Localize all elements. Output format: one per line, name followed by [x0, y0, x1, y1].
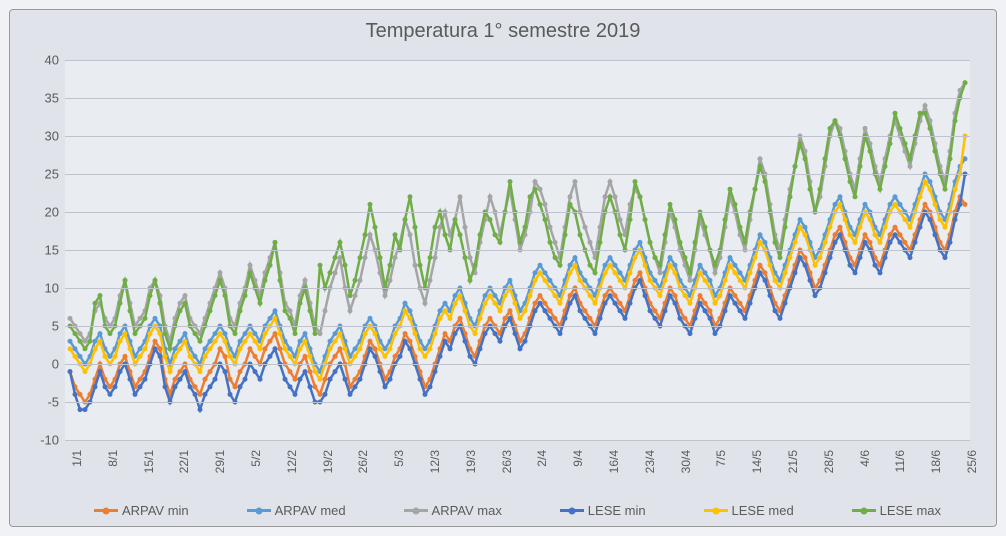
legend-label: LESE min — [588, 503, 646, 518]
legend-line-icon — [94, 509, 118, 512]
legend-label: LESE med — [732, 503, 794, 518]
legend-line-icon — [704, 509, 728, 512]
x-tick-label: 26/3 — [500, 450, 514, 473]
x-tick-label: 19/2 — [321, 450, 335, 473]
grid-line — [65, 136, 970, 137]
x-tick-label: 29/1 — [213, 450, 227, 473]
legend-dot-icon — [712, 507, 719, 514]
chart-container: Temperatura 1° semestre 2019 -10-5051015… — [9, 9, 997, 527]
legend-dot-icon — [860, 507, 867, 514]
x-tick-label: 5/3 — [392, 450, 406, 467]
y-tick-label: 30 — [45, 129, 59, 144]
y-tick-label: 35 — [45, 91, 59, 106]
x-tick-label: 26/2 — [356, 450, 370, 473]
legend-dot-icon — [102, 507, 109, 514]
legend-item: LESE med — [704, 503, 794, 518]
x-tick-label: 1/1 — [70, 450, 84, 467]
y-tick-label: 20 — [45, 205, 59, 220]
legend-label: ARPAV max — [432, 503, 502, 518]
legend-line-icon — [404, 509, 428, 512]
x-tick-label: 15/1 — [142, 450, 156, 473]
x-tick-label: 16/4 — [607, 450, 621, 473]
x-tick-label: 22/1 — [177, 450, 191, 473]
y-tick-label: 40 — [45, 53, 59, 68]
y-tick-label: -5 — [47, 395, 59, 410]
y-tick-label: 5 — [52, 319, 59, 334]
x-tick-label: 12/3 — [428, 450, 442, 473]
y-tick-label: 10 — [45, 281, 59, 296]
series-line — [70, 174, 965, 410]
legend-item: LESE min — [560, 503, 646, 518]
y-tick-label: 25 — [45, 167, 59, 182]
series-markers — [68, 172, 968, 413]
x-tick-label: 8/1 — [106, 450, 120, 467]
x-tick-label: 4/6 — [858, 450, 872, 467]
grid-line — [65, 402, 970, 403]
grid-line — [65, 212, 970, 213]
legend-dot-icon — [568, 507, 575, 514]
y-tick-label: 0 — [52, 357, 59, 372]
grid-line — [65, 440, 970, 441]
y-tick-label: -10 — [40, 433, 59, 448]
grid-line — [65, 364, 970, 365]
legend-label: ARPAV min — [122, 503, 189, 518]
legend-dot-icon — [412, 507, 419, 514]
y-tick-label: 15 — [45, 243, 59, 258]
x-tick-label: 23/4 — [643, 450, 657, 473]
x-tick-label: 14/5 — [750, 450, 764, 473]
x-tick-label: 28/5 — [822, 450, 836, 473]
legend-label: ARPAV med — [275, 503, 346, 518]
x-tick-label: 12/2 — [285, 450, 299, 473]
x-tick-label: 18/6 — [929, 450, 943, 473]
x-tick-label: 5/2 — [249, 450, 263, 467]
legend-line-icon — [560, 509, 584, 512]
x-tick-label: 30/4 — [679, 450, 693, 473]
legend-dot-icon — [255, 507, 262, 514]
x-tick-label: 19/3 — [464, 450, 478, 473]
legend-label: LESE max — [880, 503, 941, 518]
legend: ARPAV min ARPAV med ARPAV max LESE min LESE … — [65, 503, 970, 518]
legend-item: LESE max — [852, 503, 941, 518]
x-tick-label: 2/4 — [535, 450, 549, 467]
grid-line — [65, 60, 970, 61]
grid-line — [65, 326, 970, 327]
x-tick-label: 9/4 — [571, 450, 585, 467]
x-tick-label: 21/5 — [786, 450, 800, 473]
legend-line-icon — [852, 509, 876, 512]
legend-line-icon — [247, 509, 271, 512]
x-tick-label: 7/5 — [714, 450, 728, 467]
legend-item: ARPAV med — [247, 503, 346, 518]
x-axis-labels: 1/1 8/1 15/1 22/1 29/1 5/2 12/2 19/2 26/2 5/3 12/3… — [65, 442, 970, 482]
chart-title: Temperatura 1° semestre 2019 — [10, 10, 996, 43]
legend-item: ARPAV max — [404, 503, 502, 518]
legend-item: ARPAV min — [94, 503, 189, 518]
grid-line — [65, 98, 970, 99]
x-tick-label: 11/6 — [893, 450, 907, 472]
x-tick-label: 25/6 — [965, 450, 979, 473]
plot-area: -10-50510152025303540 — [65, 60, 970, 440]
grid-line — [65, 174, 970, 175]
grid-line — [65, 250, 970, 251]
grid-line — [65, 288, 970, 289]
